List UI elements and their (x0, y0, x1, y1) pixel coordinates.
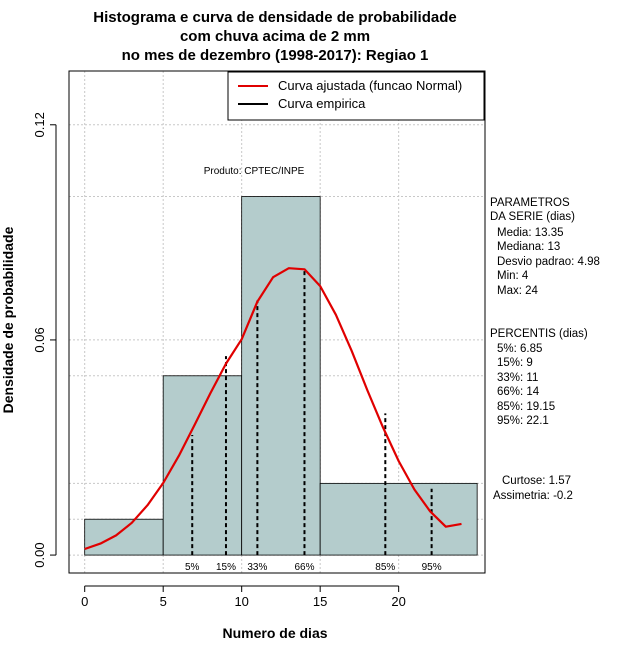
axes: 0 5 10 15 20 0.00 0.06 0.12 (32, 112, 406, 609)
y-tick-label: 0.06 (32, 327, 47, 352)
x-tick-label: 0 (81, 594, 88, 609)
fitted-curve (84, 267, 462, 551)
chart-title-line-3: no mes de dezembro (1998-2017): Regiao 1 (122, 47, 429, 64)
fitted-curve-line (84, 267, 462, 551)
percentile-label: 33% (247, 562, 267, 573)
y-axis-label: Densidade de probabilidade (0, 226, 16, 413)
x-tick-label: 5 (160, 594, 167, 609)
curtose-value: Curtose: 1.57 (502, 475, 571, 487)
percentil-15: 15%: 9 (497, 357, 533, 369)
legend: Curva ajustada (funcao Normal) Curva emp… (227, 71, 485, 121)
param-min: Min: 4 (497, 270, 529, 282)
percentile-label: 66% (294, 562, 314, 573)
percentil-85: 85%: 19.15 (497, 401, 555, 413)
percentil-33: 33%: 11 (497, 372, 538, 384)
percentil-95: 95%: 22.1 (497, 415, 549, 427)
percentil-66: 66%: 14 (497, 386, 540, 398)
param-media: Media: 13.35 (497, 227, 564, 239)
histogram-bar (84, 518, 164, 556)
param-desvio: Desvio padrao: 4.98 (497, 256, 600, 268)
product-annotation: Produto: CPTEC/INPE (204, 166, 305, 177)
legend-box (227, 71, 485, 121)
histogram-bar (241, 196, 321, 556)
x-tick-label: 15 (313, 594, 327, 609)
percentile-lines: 5% 15% 33% 66% 85% 95% (185, 269, 442, 573)
percentile-label: 85% (375, 562, 395, 573)
percentil-5: 5%: 6.85 (497, 343, 542, 355)
percentile-label: 95% (422, 562, 442, 573)
side-panel: PARAMETROS DA SERIE (dias) Media: 13.35 … (490, 197, 600, 502)
plot-frame (68, 70, 486, 574)
x-axis-label: Numero de dias (222, 625, 327, 641)
chart-title-line-1: Histograma e curva de densidade de proba… (93, 9, 456, 26)
param-mediana: Mediana: 13 (497, 241, 560, 253)
y-tick-label: 0.12 (32, 112, 47, 137)
histogram-bar (319, 482, 478, 556)
param-max: Max: 24 (497, 285, 539, 297)
y-tick-label: 0.00 (32, 542, 47, 567)
percentile-label: 5% (185, 562, 200, 573)
params-header-1: PARAMETROS (490, 197, 570, 209)
percentile-label: 15% (216, 562, 236, 573)
histogram-bar (162, 375, 243, 556)
params-header-2: DA SERIE (dias) (490, 211, 575, 223)
histogram-bars (84, 196, 478, 556)
legend-label-fitted: Curva ajustada (funcao Normal) (278, 78, 462, 93)
x-tick-label: 20 (391, 594, 405, 609)
assimetria-value: Assimetria: -0.2 (493, 490, 573, 502)
percentis-header: PERCENTIS (dias) (490, 328, 588, 340)
chart-title-line-2: com chuva acima de 2 mm (180, 28, 370, 45)
legend-label-empirical: Curva empirica (278, 96, 366, 111)
x-tick-label: 10 (234, 594, 248, 609)
